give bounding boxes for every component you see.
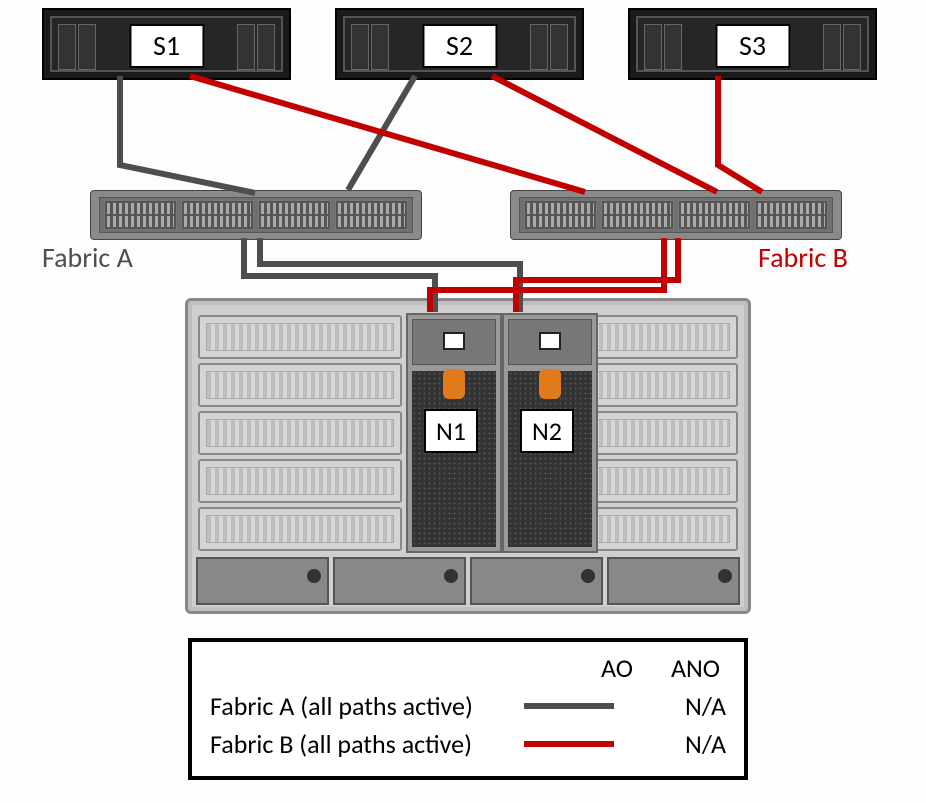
cable-fabric-b — [190, 76, 585, 192]
legend-row-value: N/A — [666, 690, 726, 722]
disk-bay — [198, 315, 402, 359]
disk-bay — [198, 363, 402, 407]
node-n2-label: N2 — [520, 409, 574, 453]
legend-line-b-icon — [524, 741, 614, 747]
legend-header: AO ANO — [210, 652, 726, 684]
controller-port-icon — [443, 332, 465, 350]
server-s1: S1 — [42, 8, 291, 80]
switch-ports — [519, 197, 833, 233]
server-s3: S3 — [628, 8, 877, 80]
disk-bay — [198, 411, 402, 455]
disk-bay — [198, 459, 402, 503]
legend-row-fabric-b: Fabric B (all paths active) N/A — [210, 728, 726, 760]
cable-fabric-a — [120, 76, 255, 193]
cable-fabric-a — [348, 76, 415, 190]
controller-top — [508, 319, 592, 365]
psu — [196, 557, 329, 605]
psu — [607, 557, 740, 605]
legend-row-text: Fabric B (all paths active) — [210, 728, 472, 760]
server-s3-label: S3 — [715, 24, 790, 68]
controller-top — [412, 319, 496, 365]
fabric-a-label: Fabric A — [42, 240, 133, 275]
switch-fabric-a — [90, 190, 422, 240]
node-n1-label: N1 — [424, 409, 478, 453]
diagram-stage: S1 S2 S3 Fabric A Fabric B — [0, 0, 926, 803]
controller-handle-icon — [443, 369, 465, 399]
legend-header-ano: ANO — [671, 652, 720, 684]
server-s2-label: S2 — [422, 24, 497, 68]
fabric-b-label: Fabric B — [758, 240, 848, 275]
legend-row-text: Fabric A (all paths active) — [210, 690, 473, 722]
cable-fabric-b — [718, 76, 762, 192]
switch-ports — [99, 197, 413, 233]
legend-header-ao: AO — [601, 652, 633, 684]
switch-fabric-b — [510, 190, 842, 240]
psu — [470, 557, 603, 605]
storage-chassis: N1 N2 — [185, 298, 751, 614]
legend-line-a-icon — [524, 703, 614, 709]
legend-row-fabric-a: Fabric A (all paths active) N/A — [210, 690, 726, 722]
legend-row-value: N/A — [666, 728, 726, 760]
controller-handle-icon — [539, 369, 561, 399]
server-s2: S2 — [335, 8, 584, 80]
psu-row — [196, 557, 740, 605]
controller-port-icon — [539, 332, 561, 350]
cable-fabric-b — [492, 76, 717, 192]
legend-box: AO ANO Fabric A (all paths active) N/A F… — [188, 638, 748, 780]
server-s1-label: S1 — [129, 24, 204, 68]
psu — [333, 557, 466, 605]
disk-bay — [198, 507, 402, 551]
